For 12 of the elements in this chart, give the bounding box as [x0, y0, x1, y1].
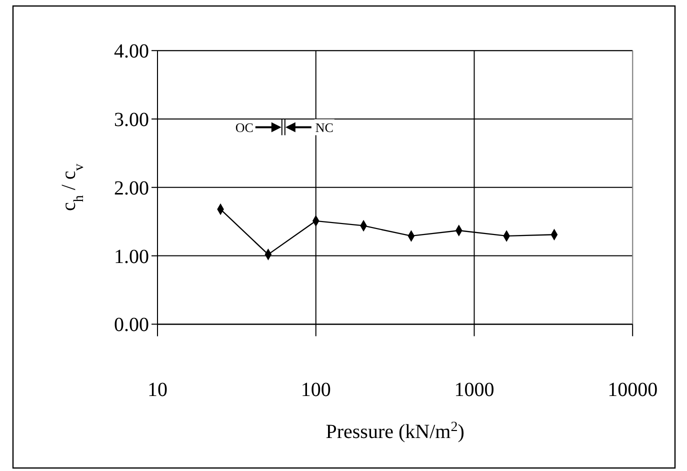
annotation: OC: [235, 120, 254, 135]
x-tick-label: 100: [300, 379, 331, 401]
y-tick-label: 2.00: [114, 177, 149, 200]
x-axis-title: Pressure (kN/m$^{2}$): [326, 420, 464, 443]
annotation: NC: [315, 120, 334, 135]
y-tick-label: 3.00: [114, 109, 149, 131]
y-tick-label: 0.00: [114, 314, 149, 336]
x-tick-label: 10: [148, 379, 168, 401]
x-tick-label: 10000: [608, 379, 658, 401]
y-tick-label: 4.00: [114, 40, 149, 63]
y-tick-label: 1.00: [114, 246, 149, 268]
x-tick-label: 1000: [454, 379, 494, 401]
